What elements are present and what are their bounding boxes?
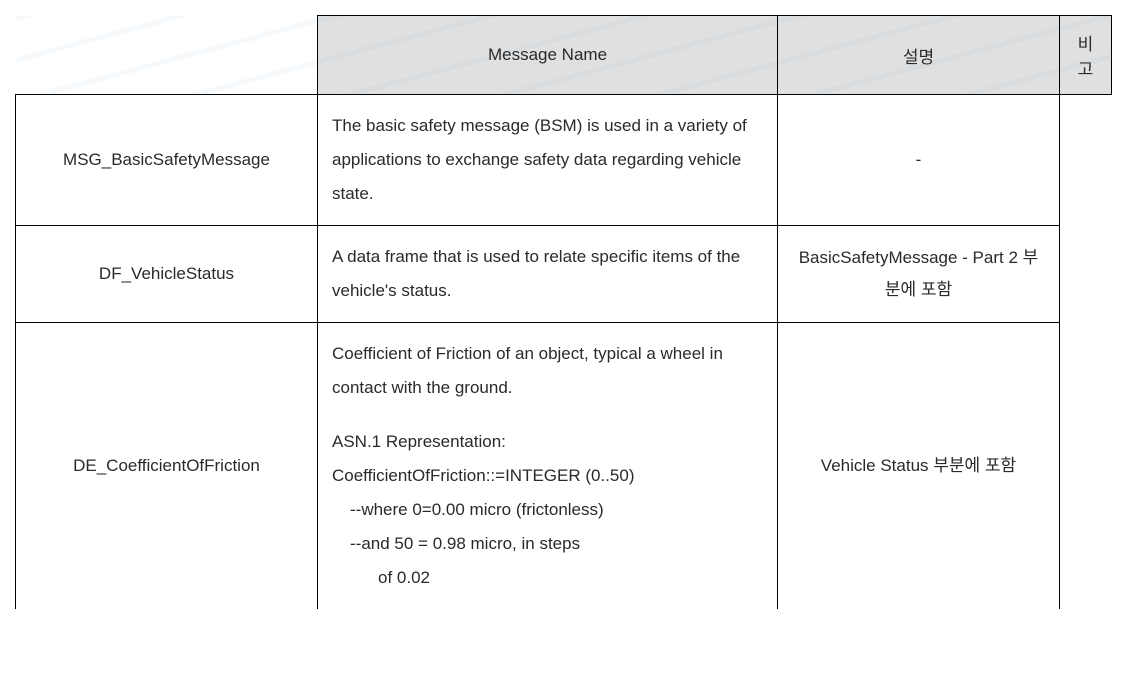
table-row: DF_VehicleStatusA data frame that is use…	[16, 226, 1112, 323]
cell-description: A data frame that is used to relate spec…	[318, 226, 778, 323]
cell-note: BasicSafetyMessage - Part 2 부분에 포함	[778, 226, 1060, 323]
desc-line: --where 0=0.00 micro (frictonless)	[332, 493, 763, 527]
desc-line: CoefficientOfFriction::=INTEGER (0..50)	[332, 459, 763, 493]
desc-line: ASN.1 Representation:	[332, 425, 763, 459]
cell-message-name: DE_CoefficientOfFriction	[16, 323, 318, 610]
table-row: MSG_BasicSafetyMessageThe basic safety m…	[16, 95, 1112, 226]
desc-line: A data frame that is used to relate spec…	[332, 240, 763, 308]
desc-line: of 0.02	[332, 561, 763, 595]
cell-description: Coefficient of Friction of an object, ty…	[318, 323, 778, 610]
table-header-row: Message Name 설명 비고	[16, 16, 1112, 95]
header-note: 비고	[1060, 16, 1112, 95]
cell-message-name: DF_VehicleStatus	[16, 226, 318, 323]
desc-line: Coefficient of Friction of an object, ty…	[332, 337, 763, 405]
desc-line: --and 50 = 0.98 micro, in steps	[332, 527, 763, 561]
message-definition-table: Message Name 설명 비고 MSG_BasicSafetyMessag…	[15, 15, 1112, 609]
header-message-name: Message Name	[318, 16, 778, 95]
table-body: MSG_BasicSafetyMessageThe basic safety m…	[16, 95, 1112, 610]
table-row: DE_CoefficientOfFrictionCoefficient of F…	[16, 323, 1112, 610]
desc-line: The basic safety message (BSM) is used i…	[332, 109, 763, 211]
header-description: 설명	[778, 16, 1060, 95]
blank-line	[332, 405, 763, 425]
cell-message-name: MSG_BasicSafetyMessage	[16, 95, 318, 226]
cell-note: Vehicle Status 부분에 포함	[778, 323, 1060, 610]
cell-note: -	[778, 95, 1060, 226]
cell-description: The basic safety message (BSM) is used i…	[318, 95, 778, 226]
